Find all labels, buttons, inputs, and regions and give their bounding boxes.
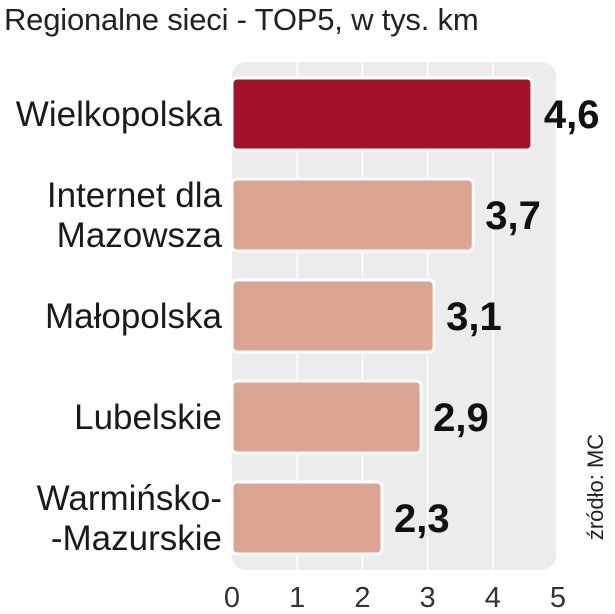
category-label: Lubelskie [74, 398, 222, 437]
x-tick-label: 1 [289, 582, 305, 614]
bar [230, 278, 436, 354]
x-tick-label: 0 [224, 582, 240, 614]
value-label: 2,3 [394, 497, 450, 541]
value-label: 4,6 [544, 93, 600, 137]
x-tick-label: 3 [420, 582, 436, 614]
category-labels: Wielkopolska Internet dla Mazowsza Małopols… [16, 95, 223, 558]
category-label: Wielkopolska [16, 95, 223, 134]
value-labels: 4,6 3,7 3,1 2,9 2,3 [394, 93, 600, 541]
source-note: źródło: MC [583, 433, 608, 541]
chart-title: Regionalne sieci - TOP5, w tys. km [4, 2, 479, 37]
bar [230, 379, 423, 455]
value-label: 2,9 [433, 396, 489, 440]
bar [230, 480, 384, 556]
bar [230, 76, 534, 152]
category-label: Małopolska [45, 297, 223, 336]
x-axis-ticks: 0 1 2 3 4 5 [224, 582, 566, 614]
bar [230, 177, 475, 253]
bars [230, 76, 534, 556]
value-label: 3,1 [446, 295, 502, 339]
category-label: Warmińsko--Mazurskie [37, 479, 222, 558]
category-label: Internet dla Mazowsza [47, 176, 223, 255]
x-tick-label: 4 [485, 582, 501, 614]
value-label: 3,7 [485, 194, 541, 238]
x-tick-label: 2 [354, 582, 370, 614]
x-tick-label: 5 [550, 582, 566, 614]
